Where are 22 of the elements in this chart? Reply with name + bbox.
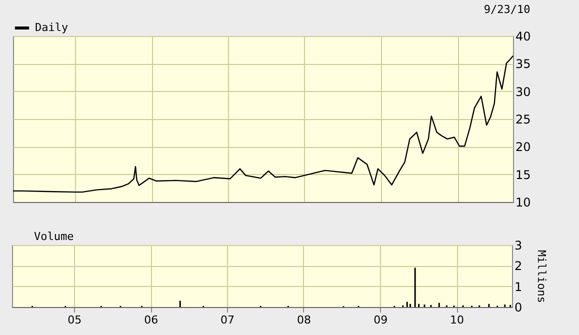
x-tick-label: 10: [450, 314, 464, 326]
y-tick-label: 1: [514, 280, 522, 294]
y-tick-label: 2: [514, 259, 522, 274]
x-tick-label: 07: [220, 314, 235, 326]
x-tick-label: 06: [144, 314, 158, 326]
legend-label: Daily: [35, 21, 68, 34]
x-tick-label: 05: [68, 314, 82, 326]
text: 9/23/10: [484, 3, 530, 16]
y-axis-title: Millions: [535, 250, 548, 303]
y-tick-label: 20: [516, 140, 531, 154]
line-series: [12, 55, 514, 193]
y-tick-label: 10: [516, 196, 531, 210]
y-tick-label: 3: [514, 238, 522, 252]
y-tick-label: 30: [516, 84, 531, 99]
x-tick-label: 09: [374, 314, 388, 326]
y-tick-label: 40: [516, 30, 531, 44]
y-tick-label: 25: [516, 112, 531, 126]
text: Volume: [34, 230, 74, 243]
y-tick-label: 35: [516, 57, 531, 72]
y-tick-label: 15: [516, 168, 531, 182]
y-tick-label: 0: [514, 300, 522, 314]
x-tick-label: 08: [296, 314, 311, 326]
